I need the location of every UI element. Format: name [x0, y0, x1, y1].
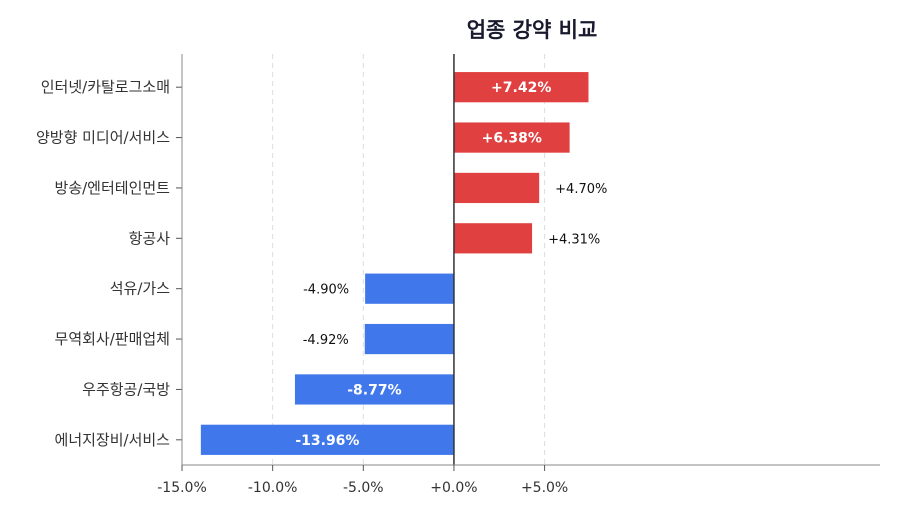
x-tick-label-4: +5.0%: [521, 480, 568, 496]
bar-5: [364, 323, 454, 355]
value-label-6: -8.77%: [347, 382, 401, 398]
category-label-7: 에너지장비/서비스: [55, 431, 171, 449]
x-tick-label-0: -15.0%: [157, 480, 207, 496]
bar-6: [294, 374, 454, 405]
bar-4: [365, 273, 454, 304]
bar-7: [200, 424, 454, 455]
value-label-0: +7.42%: [491, 80, 551, 96]
value-label-1: +6.38%: [482, 131, 542, 147]
x-tick-label-3: +0.0%: [430, 480, 477, 496]
category-label-0: 인터넷/카탈로그소매: [41, 78, 170, 96]
category-label-2: 방송/엔터테인먼트: [55, 179, 171, 197]
value-label-4: -4.90%: [303, 283, 349, 298]
bar-2: [453, 172, 540, 204]
category-label-5: 무역회사/판매업체: [55, 330, 170, 348]
x-tick-label-2: -5.0%: [343, 480, 384, 496]
x-tick-label-1: -10.0%: [248, 480, 298, 496]
value-label-3: +4.31%: [548, 232, 600, 247]
value-label-7: -13.96%: [295, 433, 359, 449]
category-label-6: 우주항공/국방: [82, 380, 170, 398]
labels: 인터넷/카탈로그소매 +7.42% 양방향 미디어/서비스 +6.38% 방송/엔터테인…: [36, 78, 607, 496]
axes: [176, 54, 880, 471]
bars: [200, 72, 589, 455]
bar-3: [453, 223, 533, 254]
bar-0: [453, 72, 589, 103]
category-label-3: 항공사: [129, 229, 171, 247]
chart-title: 업종 강약 비교: [467, 18, 598, 42]
bar-1: [453, 122, 570, 153]
value-label-2: +4.70%: [555, 182, 607, 197]
value-label-5: -4.92%: [303, 333, 349, 348]
category-label-4: 석유/가스: [110, 280, 170, 298]
category-label-1: 양방향 미디어/서비스: [36, 129, 170, 147]
